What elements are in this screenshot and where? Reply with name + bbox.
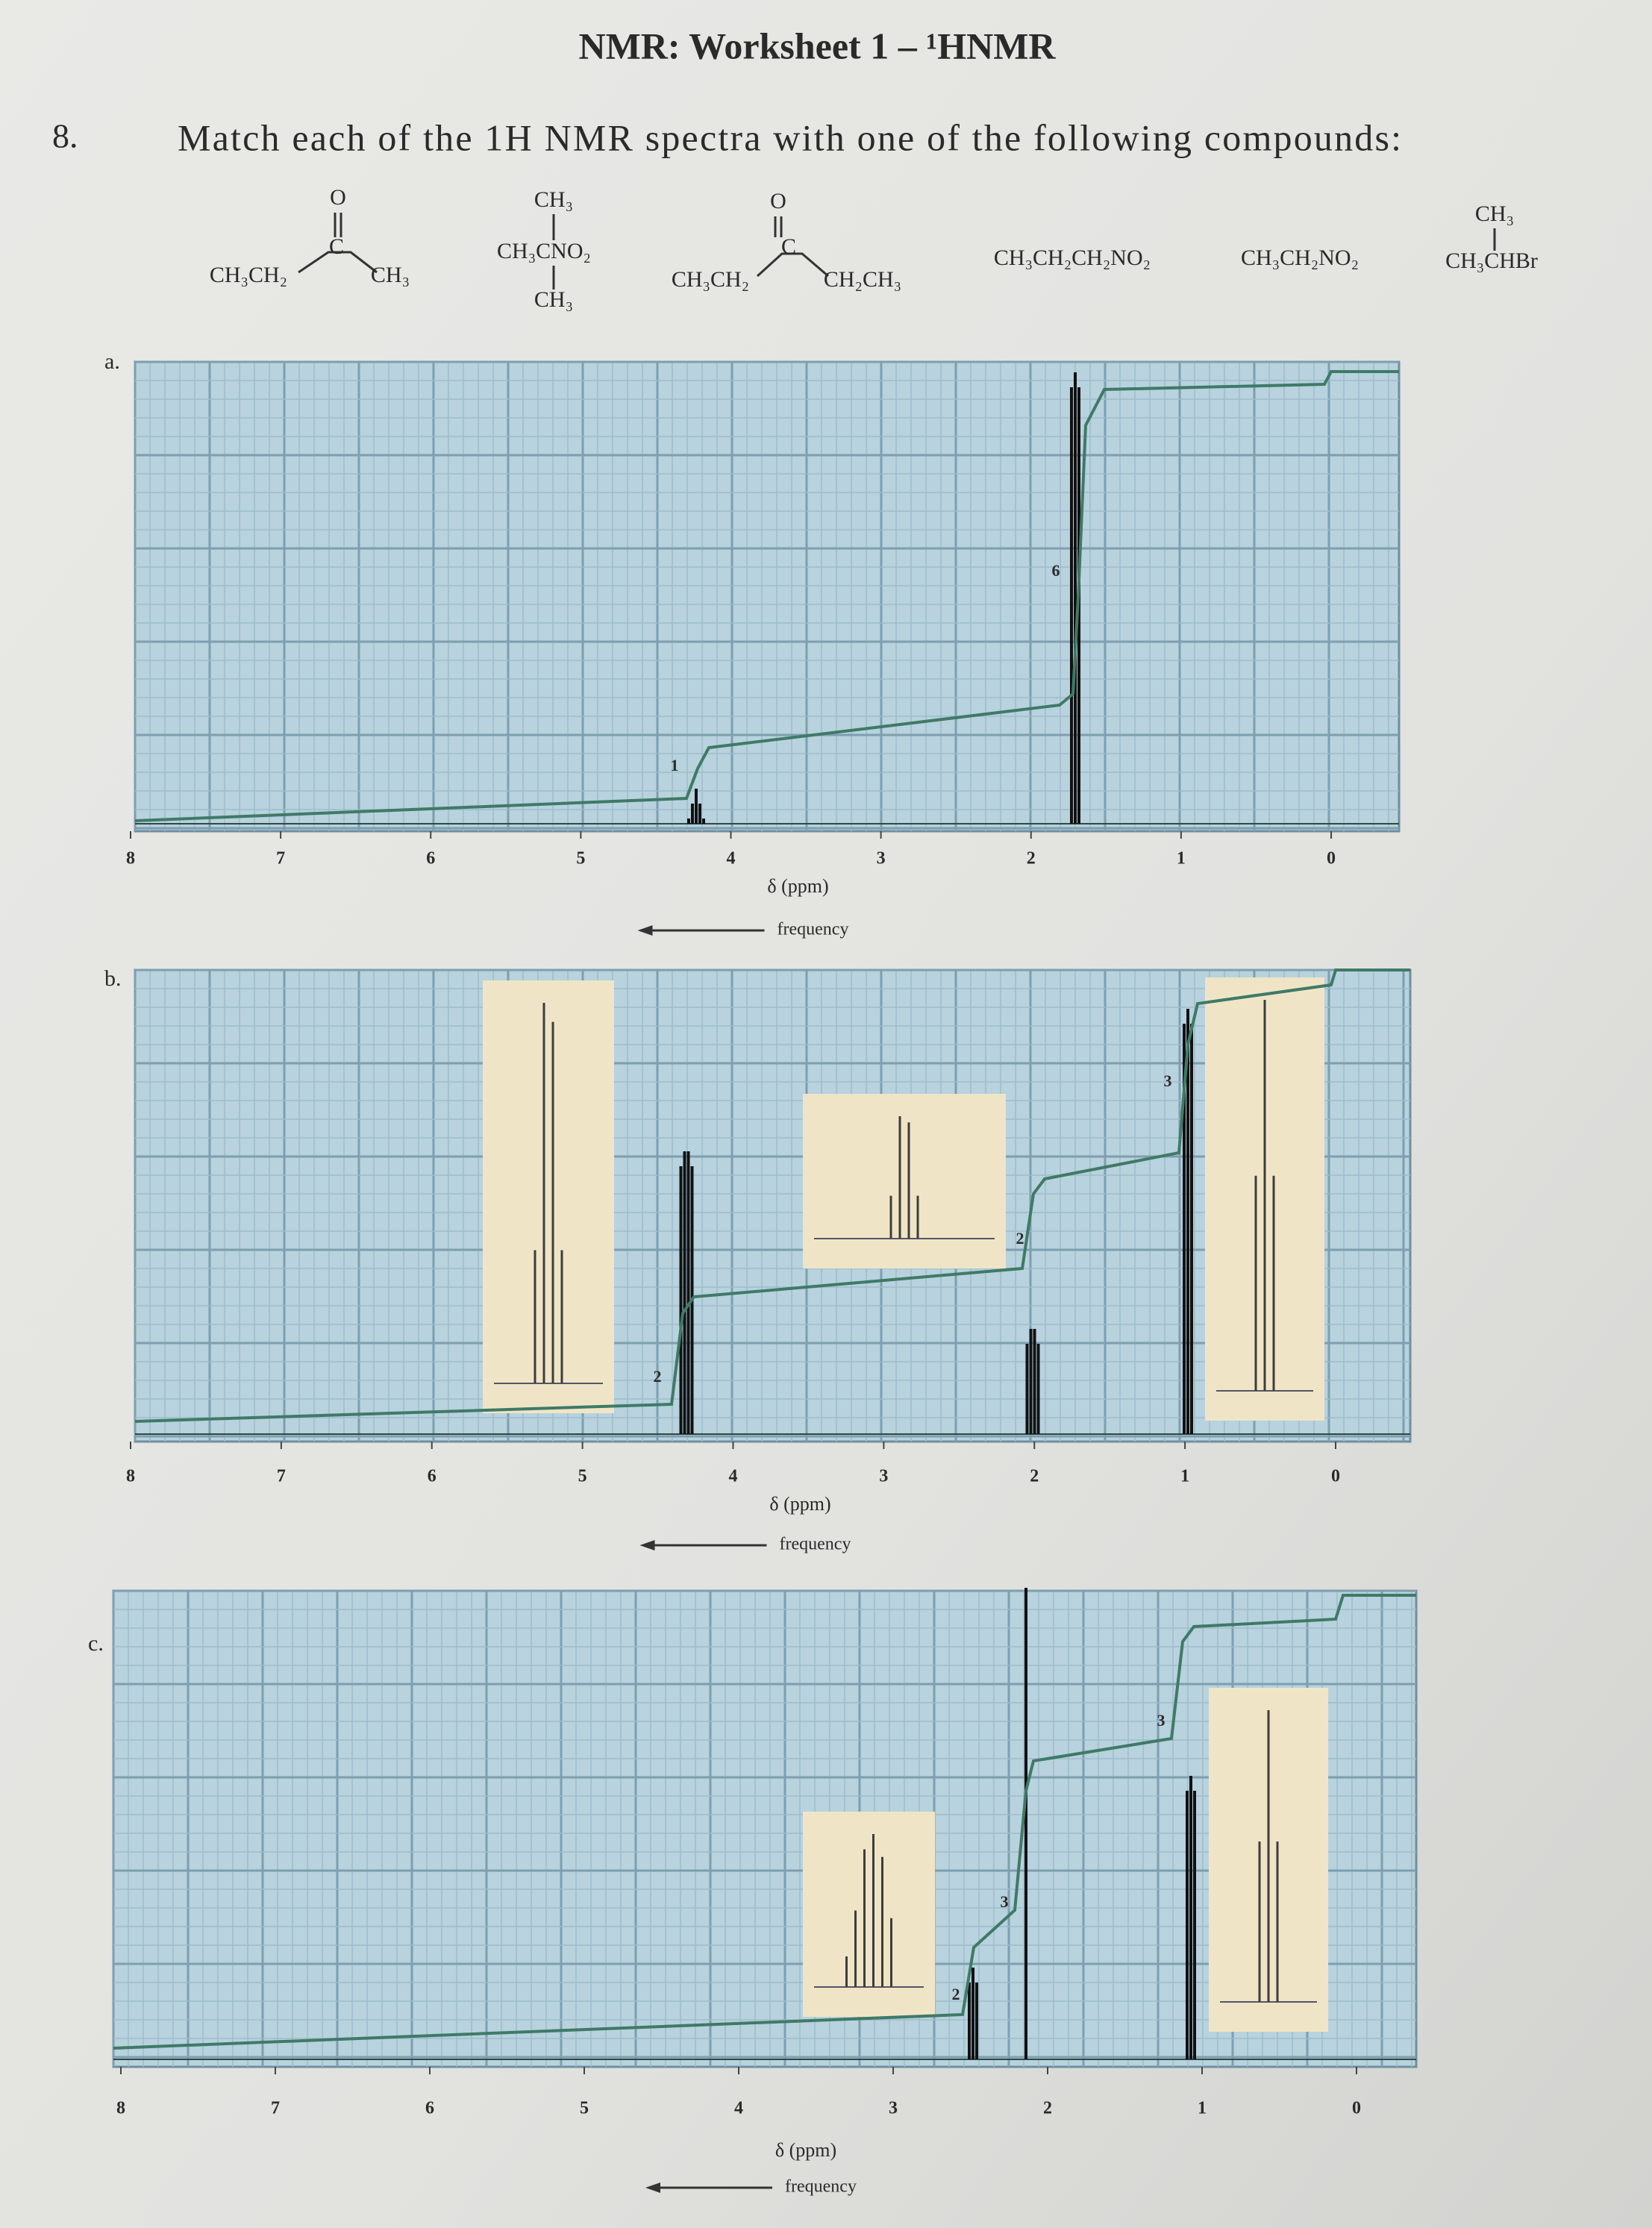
tick-label: 6 — [426, 849, 435, 869]
tick-label: 3 — [889, 2099, 898, 2118]
compound-text: CH₃ — [1475, 201, 1514, 226]
tick-label: 6 — [428, 1467, 437, 1486]
compound-text: CH₂CH₃ — [824, 267, 901, 292]
arrowhead — [639, 1540, 655, 1550]
tick-label: 4 — [727, 849, 736, 869]
arrowhead — [637, 925, 653, 936]
axis-label: δ (ppm) — [775, 2139, 836, 2161]
tick-label: 8 — [116, 2099, 125, 2118]
compound-text: CH₃ — [371, 263, 410, 287]
arrow-label: frequency — [785, 2177, 857, 2197]
arrowhead — [645, 2182, 660, 2193]
plot-area — [134, 969, 1412, 1443]
tick-label: 3 — [877, 849, 886, 869]
inset — [803, 1094, 1006, 1268]
arrow-label: frequency — [777, 920, 849, 939]
tick-label: 5 — [578, 1467, 587, 1486]
tick-label: 2 — [1043, 2099, 1052, 2118]
plot-area — [112, 1589, 1418, 2068]
integration-label: 2 — [952, 1985, 960, 2003]
spectrum-label: b. — [104, 966, 122, 991]
integration-label: 6 — [1052, 561, 1060, 580]
tick-label: 7 — [277, 1467, 286, 1486]
inset — [803, 1812, 935, 2017]
spectrum-label: a. — [104, 349, 120, 374]
tick-label: 7 — [271, 2099, 280, 2118]
tick-label: 7 — [276, 849, 285, 869]
compound-text: C — [781, 234, 796, 259]
integration-label: 3 — [1001, 1892, 1009, 1911]
spectrum-label: c. — [88, 1631, 104, 1656]
compound-text: CH₃ — [534, 287, 573, 312]
spectrum: 2 2 3 8 7 6 5 4 3 2 1 0 δ (ppm) frequency — [126, 969, 1412, 1554]
plot-area — [134, 360, 1401, 833]
question-text: Match each of the 1H NMR spectra with on… — [178, 116, 1401, 158]
tick-label: 4 — [729, 1467, 738, 1486]
inset — [483, 980, 614, 1413]
tick-label: 3 — [879, 1467, 888, 1486]
integration-curve — [134, 370, 1399, 822]
spectrum: 1 6 8 7 6 5 4 3 2 1 0 δ (ppm) frequency — [126, 360, 1401, 939]
tick-label: 8 — [126, 1467, 135, 1486]
integration-label: 1 — [671, 756, 679, 775]
tick-label: 1 — [1177, 849, 1186, 869]
tick-label: 6 — [425, 2099, 434, 2118]
axis-label: δ (ppm) — [769, 1493, 830, 1515]
compound-text: CH₃CH₂CH₂NO₂ — [994, 245, 1151, 270]
compound-text: CH₃CH₂ — [672, 267, 749, 292]
integration-curve — [134, 969, 1410, 1423]
spectrum: 2 3 3 8 7 6 5 4 3 2 1 0 δ (ppm) frequency — [112, 1588, 1418, 2197]
compound-text: CH₃ — [534, 187, 573, 212]
title: NMR: Worksheet 1 – ¹HNMR — [579, 25, 1057, 66]
bonds — [298, 213, 1496, 290]
compound-text: CH₃CHBr — [1445, 248, 1538, 273]
integration-label: 3 — [1164, 1071, 1172, 1090]
tick-label: 1 — [1198, 2099, 1207, 2118]
question-number: 8. — [52, 117, 78, 155]
tick-label: 0 — [1327, 849, 1336, 869]
compound-text: O — [330, 185, 346, 210]
integration-label: 2 — [654, 1367, 662, 1386]
axis-label: δ (ppm) — [767, 875, 828, 897]
tick-label: 5 — [580, 2099, 589, 2118]
tick-label: 1 — [1180, 1467, 1189, 1486]
integration-label: 3 — [1157, 1711, 1166, 1730]
arrow-label: frequency — [780, 1535, 851, 1554]
tick-label: 4 — [734, 2099, 743, 2118]
tick-label: 0 — [1352, 2099, 1361, 2118]
tick-label: 2 — [1027, 849, 1036, 869]
compound-text: CH₃CH₂NO₂ — [1241, 245, 1359, 270]
compound-text: O — [770, 189, 786, 213]
tick-label: 0 — [1331, 1467, 1340, 1486]
compound-text: CH₃CNO₂ — [497, 239, 591, 263]
compound-text: CH₃CH₂ — [210, 263, 287, 287]
tick-label: 5 — [576, 849, 585, 869]
integration-label: 2 — [1016, 1229, 1024, 1248]
tick-label: 8 — [126, 849, 135, 869]
compound-text: C — [329, 234, 344, 259]
tick-label: 2 — [1030, 1467, 1039, 1486]
integration-curve — [113, 1594, 1416, 2050]
